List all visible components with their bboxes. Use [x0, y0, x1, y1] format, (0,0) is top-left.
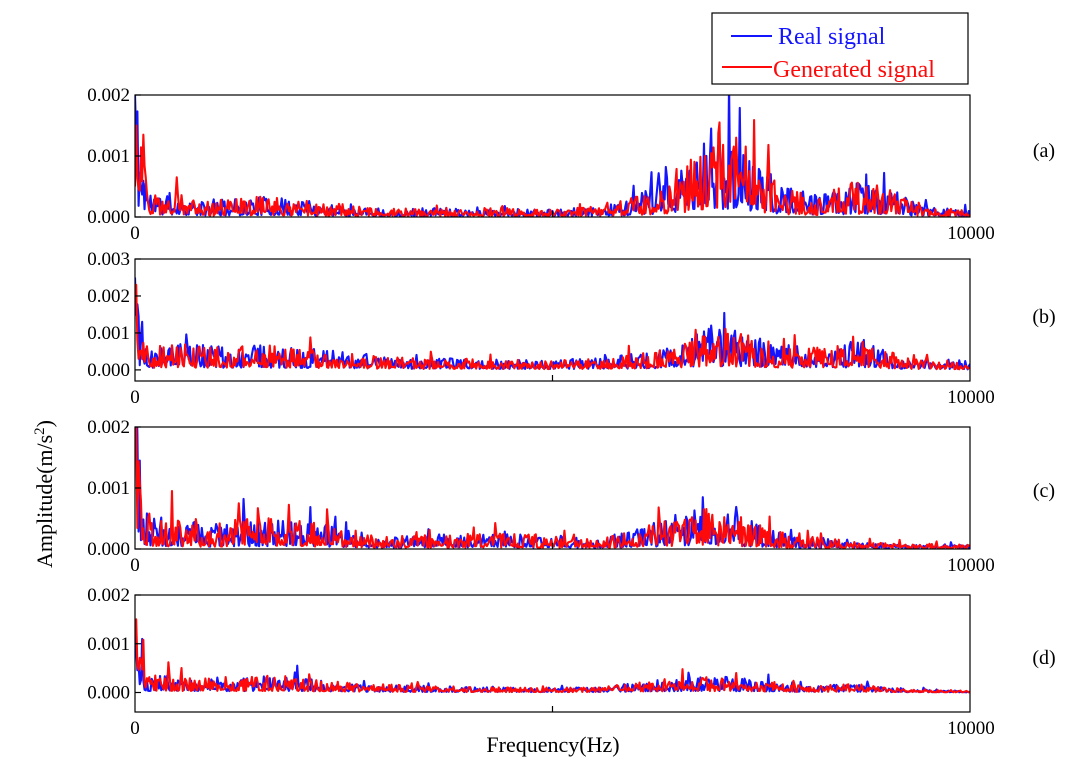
legend: Real signal Generated signal: [711, 12, 969, 85]
real-signal-line-d: [135, 619, 970, 694]
x-tick-label: 0: [130, 223, 140, 244]
y-axis-label: Amplitude(m/s2): [32, 420, 57, 568]
panel-label-c: (c): [1033, 480, 1055, 502]
y-tick-label: 0.000: [87, 207, 130, 228]
x-tick-label: 10000: [947, 718, 995, 739]
generated-signal-line-d: [135, 618, 970, 694]
x-tick-label: 10000: [947, 387, 995, 408]
generated-signal-line-c: [135, 427, 970, 549]
panel-d: 0.000 0.001 0.002 0 10000 (d): [87, 585, 1055, 739]
y-tick-label: 0.001: [87, 146, 130, 167]
generated-signal-line-b: [135, 283, 970, 371]
x-tick-label: 0: [130, 387, 140, 408]
y-tick-label: 0.000: [87, 683, 130, 704]
x-tick-label: 0: [130, 718, 140, 739]
y-tick-label: 0.001: [87, 478, 130, 499]
legend-box: [711, 12, 969, 85]
y-tick-label: 0.000: [87, 539, 130, 560]
plot-frame-d: [134, 594, 971, 713]
panel-label-a: (a): [1033, 140, 1055, 162]
y-tick-label: 0.000: [87, 360, 130, 381]
y-tick-label: 0.001: [87, 323, 130, 344]
y-tick-label: 0.002: [87, 85, 130, 106]
y-tick-label: 0.001: [87, 634, 130, 655]
x-tick-label: 10000: [947, 555, 995, 576]
y-tick-label: 0.002: [87, 286, 130, 307]
x-axis-label: Frequency(Hz): [486, 732, 619, 757]
x-tick-label: 10000: [947, 223, 995, 244]
panel-b: 0.000 0.001 0.002 0.003 0 10000 (b): [87, 249, 1055, 408]
legend-label-generated: Generated signal: [773, 57, 935, 83]
y-tick-label: 0.002: [87, 585, 130, 606]
y-tick-label: 0.003: [87, 249, 130, 270]
x-tick-label: 0: [130, 555, 140, 576]
panel-label-d: (d): [1032, 647, 1055, 669]
panel-c: 0.000 0.001 0.002 0 10000 (c): [87, 417, 1055, 576]
panel-a: 0.000 0.001 0.002 0 10000 (a): [87, 85, 1055, 244]
y-tick-label: 0.002: [87, 417, 130, 438]
panel-label-b: (b): [1032, 306, 1055, 328]
legend-label-real: Real signal: [778, 24, 886, 50]
